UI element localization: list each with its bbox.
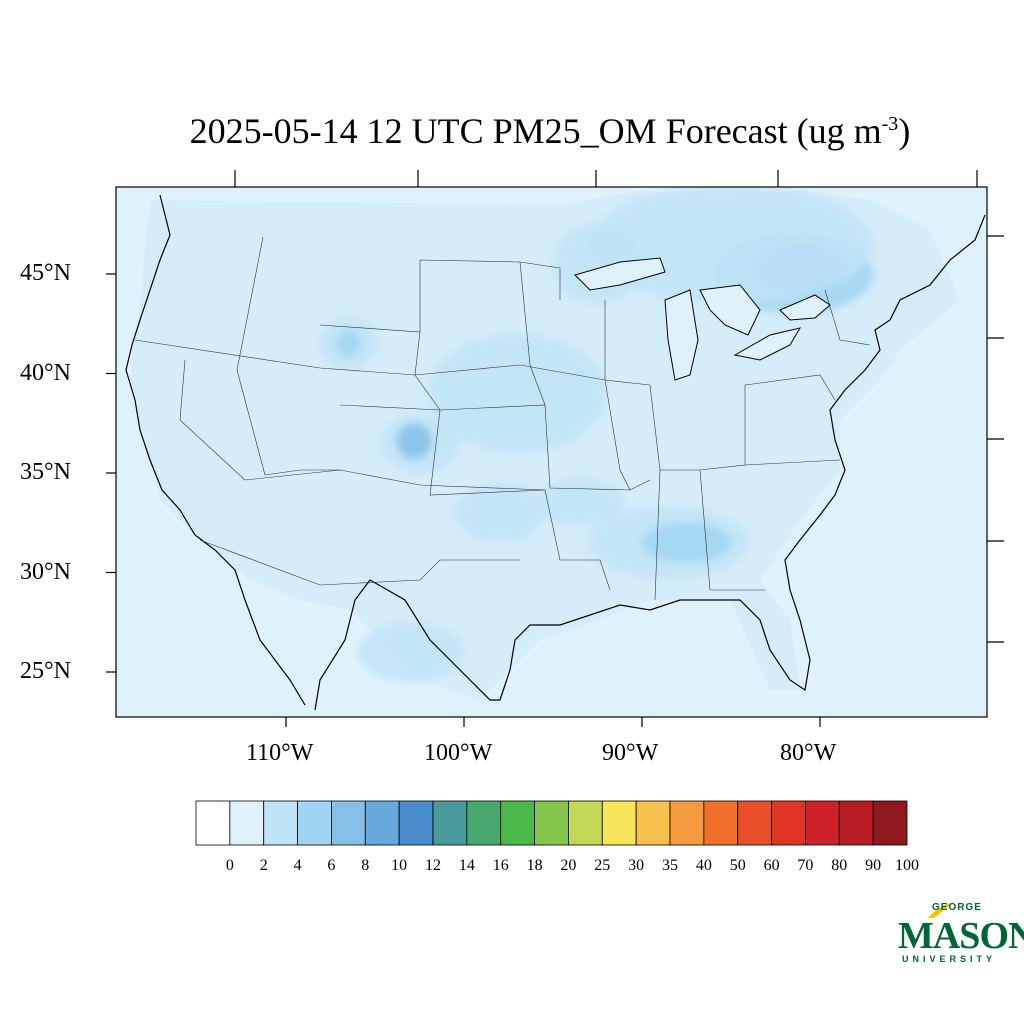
map-frame	[115, 186, 988, 718]
colorbar-swatch	[263, 800, 298, 846]
latitude-label: 40°N	[20, 359, 71, 386]
gmu-logo: GEORGE MASON UNIVERSITY	[898, 900, 1024, 970]
colorbar-swatch	[364, 800, 400, 846]
colorbar-swatch	[297, 800, 332, 846]
colorbar-label: 8	[361, 857, 370, 874]
colorbar-label: 60	[763, 857, 780, 874]
axis-ticks	[106, 170, 1004, 727]
great-lakes	[574, 257, 831, 381]
latitude-label: 35°N	[20, 459, 71, 485]
concentration-plume	[335, 329, 361, 358]
longitude-label: 100°W	[424, 740, 493, 766]
colorbar-swatch	[398, 800, 434, 846]
colorbar-label: 6	[327, 857, 336, 874]
colorbar-swatch	[331, 800, 366, 846]
colorbar-label: 50	[729, 857, 746, 874]
logo-line1: GEORGE	[932, 902, 982, 913]
colorbar-swatch	[669, 800, 705, 846]
latitude-label: 30°N	[20, 558, 71, 585]
latitude-label: 25°N	[20, 658, 71, 684]
colorbar-label: 4	[293, 857, 302, 874]
longitude-label: 110°W	[246, 740, 314, 766]
colorbar-label: 70	[797, 857, 814, 874]
colorbar-label: 2	[259, 857, 268, 874]
map-area	[106, 170, 1004, 727]
colorbar-swatch	[703, 800, 739, 846]
colorbar-swatch	[466, 800, 502, 846]
flame-icon	[928, 902, 954, 918]
colorbar-label: 80	[831, 857, 848, 874]
colorbar-label: 35	[662, 857, 678, 874]
colorbar	[195, 800, 908, 846]
latitude-label: 45°N	[20, 260, 71, 286]
state-boundaries	[134, 236, 871, 601]
colorbar-label: 30	[628, 857, 645, 874]
colorbar-swatch	[872, 800, 908, 846]
colorbar-swatch	[534, 800, 569, 846]
colorbar-swatch	[805, 800, 840, 846]
colorbar-label: 14	[458, 857, 475, 874]
concentration-plume	[535, 478, 625, 527]
logo-line3: UNIVERSITY	[902, 954, 997, 964]
colorbar-label: 0	[225, 857, 234, 874]
colorbar-label: 100	[895, 857, 919, 874]
colorbar-label: 18	[526, 857, 543, 874]
map-title: 2025-05-14 12 UTC PM25_OM Forecast (ug m…	[189, 111, 911, 151]
coastline	[125, 194, 986, 711]
logo-line2: MASON	[898, 915, 1024, 957]
colorbar-swatch	[500, 800, 535, 846]
colorbar-swatch	[635, 800, 671, 846]
colorbar-swatch	[568, 800, 603, 846]
colorbar-swatch	[601, 800, 637, 846]
longitude-label: 80°W	[780, 740, 837, 766]
concentration-plume	[455, 482, 545, 543]
concentration-plume	[642, 522, 731, 563]
concentration-plume	[396, 423, 432, 460]
colorbar-label: 16	[492, 857, 509, 874]
colorbar-swatch	[195, 800, 231, 846]
longitude-label: 90°W	[602, 740, 659, 766]
colorbar-label: 10	[391, 857, 408, 874]
colorbar-swatch	[838, 800, 874, 846]
colorbar-label: 20	[560, 857, 577, 874]
concentration-plume	[357, 622, 464, 682]
colorbar-label: 12	[425, 857, 441, 874]
colorbar-swatch	[432, 800, 468, 846]
colorbar-label: 40	[695, 857, 712, 874]
concentration-plume	[588, 187, 874, 304]
colorbar-label: 25	[594, 857, 611, 874]
colorbar-swatch	[229, 800, 265, 846]
colorbar-label: 90	[865, 857, 882, 874]
colorbar-swatch	[771, 800, 806, 846]
colorbar-swatch	[737, 800, 772, 846]
concentration-plume	[428, 333, 607, 454]
concentration-fields	[319, 187, 874, 682]
